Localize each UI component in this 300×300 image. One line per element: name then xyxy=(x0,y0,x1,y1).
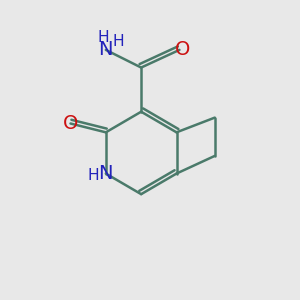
Text: N: N xyxy=(99,40,113,59)
Text: H: H xyxy=(97,30,109,45)
Text: O: O xyxy=(63,114,78,133)
Text: H: H xyxy=(88,167,99,182)
Text: N: N xyxy=(99,164,113,183)
Text: H: H xyxy=(112,34,124,49)
Text: O: O xyxy=(175,40,190,59)
